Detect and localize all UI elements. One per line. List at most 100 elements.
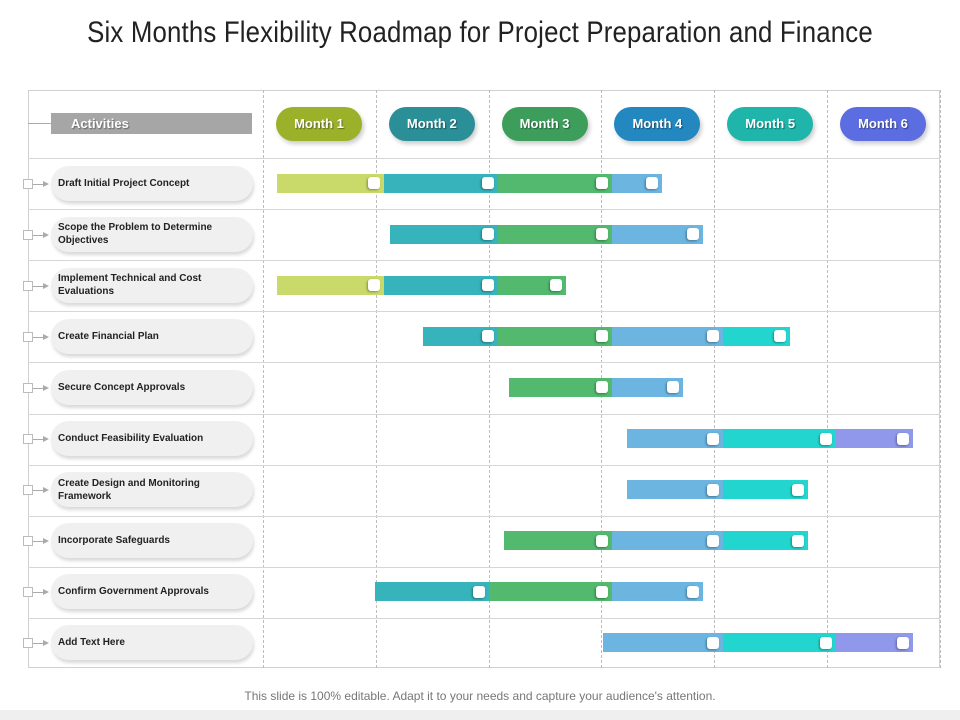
milestone-marker <box>595 534 608 547</box>
milestone-marker <box>595 381 608 394</box>
month-header-2: Month 2 <box>388 107 475 141</box>
milestone-marker <box>707 636 720 649</box>
month-divider <box>714 90 716 668</box>
bar-segment-green <box>508 377 612 397</box>
activity-label-text: Create Design and Monitoring Framework <box>58 476 200 502</box>
slide-title: Six Months Flexibility Roadmap for Proje… <box>87 16 873 49</box>
bar-segment-blue <box>611 582 703 602</box>
footer-note: This slide is 100% editable. Adapt it to… <box>244 689 716 703</box>
activity-label-text: Secure Concept Approvals <box>58 380 186 393</box>
bar-segment-blue <box>627 480 724 500</box>
activity-label-text: Create Financial Plan <box>58 329 159 342</box>
row-connector-box <box>23 434 33 445</box>
bar-segment-green <box>497 275 567 295</box>
bar-segment-teal <box>383 173 498 193</box>
row-divider <box>28 617 940 619</box>
milestone-marker <box>707 483 720 496</box>
activity-label-text: Confirm Government Approvals <box>58 585 209 598</box>
bottom-band <box>0 710 960 720</box>
row-divider <box>28 413 940 415</box>
arrow-icon <box>33 589 49 596</box>
row-connector-box <box>23 638 33 649</box>
bar-segment-green <box>497 224 612 244</box>
bar-segment-green <box>504 531 612 551</box>
bar-segment-green <box>497 326 612 346</box>
row-divider <box>28 515 940 517</box>
milestone-marker <box>707 330 720 343</box>
row-divider <box>28 158 940 159</box>
bar-segment-purple <box>836 429 913 449</box>
bar-segment-cyan <box>723 633 837 653</box>
month-divider <box>263 90 264 668</box>
activity-label: Create Financial Plan <box>51 318 253 354</box>
activity-label-text: Conduct Feasibility Evaluation <box>58 432 204 445</box>
milestone-marker <box>707 432 720 445</box>
row-divider <box>28 566 940 568</box>
milestone-marker <box>791 483 804 496</box>
month-divider <box>939 90 941 668</box>
row-connector-box <box>23 382 33 393</box>
row-connector-box <box>23 587 33 598</box>
activity-label: Scope the Problem to Determine Objective… <box>51 216 253 252</box>
activity-label: Incorporate Safeguards <box>51 523 253 559</box>
row-divider <box>28 311 940 313</box>
month-divider <box>488 90 490 668</box>
milestone-marker <box>550 279 563 292</box>
milestone-marker <box>666 381 679 394</box>
milestone-marker <box>367 279 380 292</box>
arrow-icon <box>33 231 49 238</box>
activity-label-text: Implement Technical and Cost Evaluations <box>58 272 202 298</box>
activities-header: Activities <box>51 113 252 134</box>
activity-label-text: Incorporate Safeguards <box>58 534 170 547</box>
arrow-icon <box>33 282 49 289</box>
bar-segment-teal <box>383 275 498 295</box>
arrow-icon <box>33 384 49 391</box>
bar-segment-blue <box>611 531 724 551</box>
arrow-icon <box>33 538 49 545</box>
bar-segment-lime <box>276 275 384 295</box>
row-connector-box <box>23 485 33 496</box>
row-divider <box>28 260 940 262</box>
arrow-icon <box>33 333 49 340</box>
month-header-6: Month 6 <box>840 107 926 141</box>
bar-segment-green <box>488 582 612 602</box>
activity-label: Create Design and Monitoring Framework <box>51 472 253 508</box>
bar-segment-blue <box>611 326 724 346</box>
bar-segment-lime <box>276 173 384 193</box>
activity-label-text: Draft Initial Project Concept <box>58 176 190 189</box>
milestone-marker <box>707 534 720 547</box>
activity-label: Confirm Government Approvals <box>51 574 253 610</box>
bar-segment-blue <box>627 429 724 449</box>
milestone-marker <box>820 432 833 445</box>
bar-segment-blue <box>611 224 703 244</box>
arrow-icon <box>33 640 49 647</box>
activity-label-text: Scope the Problem to Determine Objective… <box>58 221 213 247</box>
arrow-icon <box>33 180 49 187</box>
activity-label: Add Text Here <box>51 625 253 661</box>
milestone-marker <box>896 432 909 445</box>
milestone-marker <box>595 177 608 190</box>
row-divider <box>28 362 940 364</box>
milestone-marker <box>773 330 786 343</box>
milestone-marker <box>791 534 804 547</box>
milestone-marker <box>481 177 494 190</box>
milestone-marker <box>686 228 699 241</box>
arrow-icon <box>33 436 49 443</box>
milestone-marker <box>472 585 485 598</box>
activity-label: Implement Technical and Cost Evaluations <box>51 267 253 303</box>
month-divider <box>827 90 828 668</box>
activities-connector <box>28 123 51 124</box>
row-connector-box <box>23 229 33 240</box>
month-header-3: Month 3 <box>501 107 588 141</box>
bar-segment-teal <box>390 224 498 244</box>
row-connector-box <box>23 331 33 342</box>
month-header-5: Month 5 <box>727 107 814 141</box>
milestone-marker <box>367 177 380 190</box>
month-divider <box>375 90 377 668</box>
activity-label: Secure Concept Approvals <box>51 369 253 405</box>
activity-label: Conduct Feasibility Evaluation <box>51 421 253 457</box>
bar-segment-cyan <box>723 326 790 346</box>
bar-segment-teal <box>423 326 498 346</box>
row-divider <box>28 464 940 466</box>
bar-segment-blue <box>602 633 724 653</box>
